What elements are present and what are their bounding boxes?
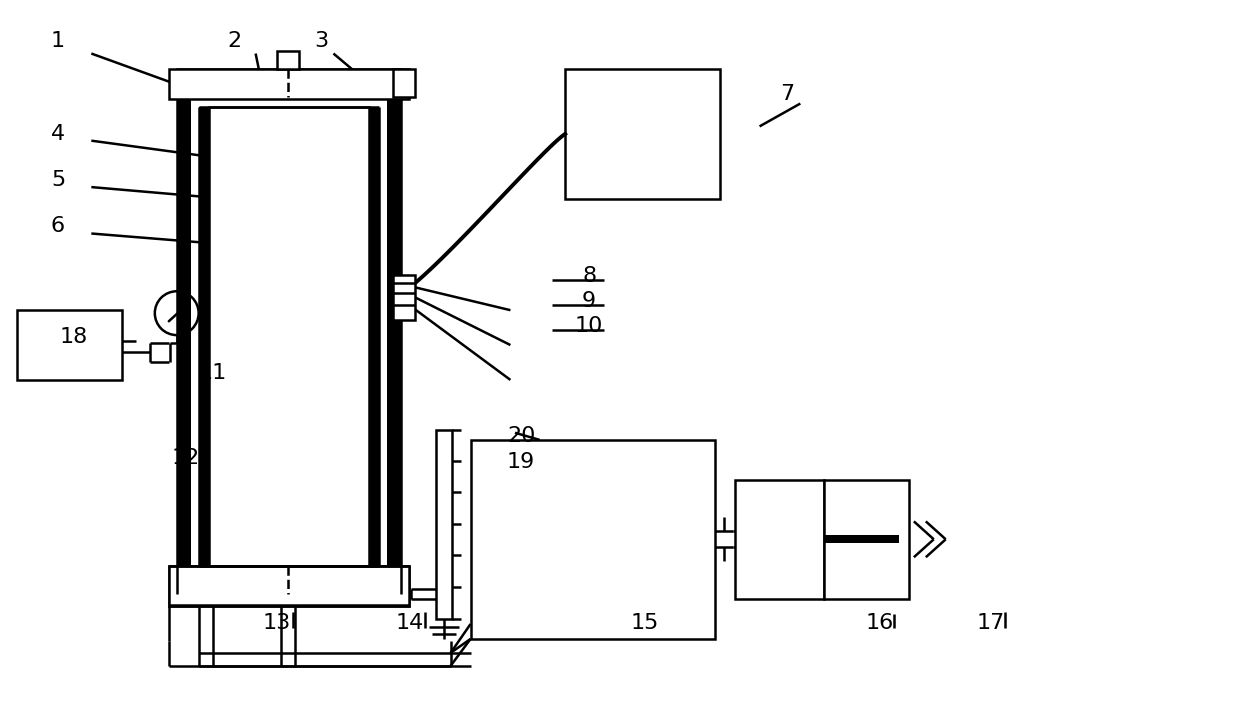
Text: 17: 17 [976,613,1004,633]
Bar [169,566,409,606]
Text: 1: 1 [51,31,64,51]
Text: 9: 9 [582,291,596,311]
Bar [734,480,825,599]
Bar [198,107,208,566]
Bar [825,480,909,599]
Bar [393,275,415,320]
Text: 19: 19 [507,452,536,472]
Bar [177,97,191,594]
Text: 6: 6 [51,217,64,237]
Bar [177,69,401,97]
Text: 14: 14 [396,613,424,633]
Bar [471,440,714,639]
Bar [208,107,370,566]
Text: 4: 4 [51,123,64,143]
Text: 10: 10 [575,316,604,336]
Text: 15: 15 [630,613,658,633]
Text: 20: 20 [507,426,536,446]
Text: 11: 11 [198,363,227,383]
Text: 18: 18 [60,327,88,347]
Text: 12: 12 [171,449,200,468]
Bar [825,536,899,543]
Bar [393,69,415,97]
Bar [435,429,451,619]
Text: 13: 13 [263,613,290,633]
Bar [278,51,299,69]
Text: 8: 8 [582,266,596,286]
Bar [565,69,719,199]
Bar [387,97,401,594]
Bar [370,107,379,566]
Text: 16: 16 [866,613,894,633]
Bar [169,566,409,606]
Text: 7: 7 [780,84,794,104]
Bar [17,310,122,380]
Text: 5: 5 [51,170,66,190]
Bar [169,69,409,99]
Text: 2: 2 [228,31,242,51]
Text: 3: 3 [314,31,329,51]
